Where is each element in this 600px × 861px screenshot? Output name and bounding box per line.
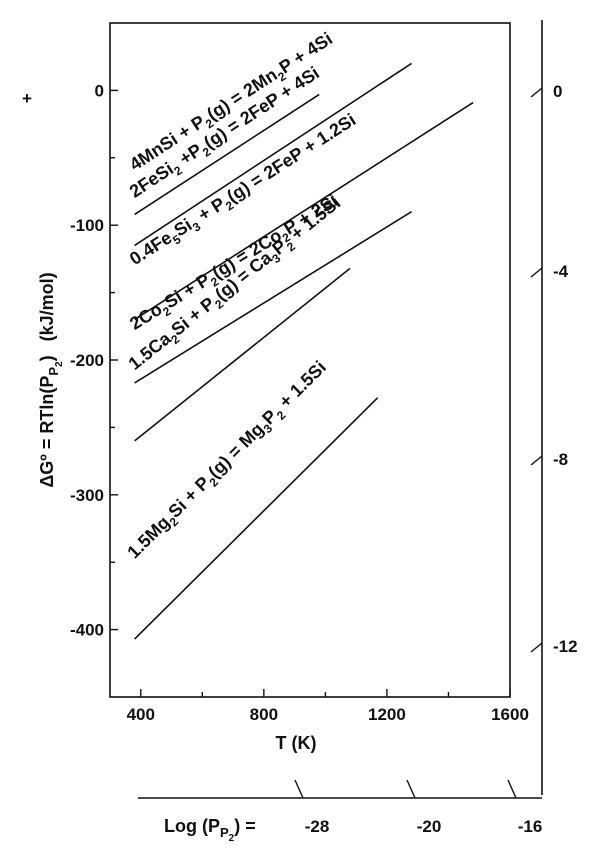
series-label-part: + 1.5Si bbox=[272, 357, 330, 415]
right-axis: 0 -4 -8 -12 bbox=[530, 20, 578, 795]
bottom-axis-title: Log (PP2) = bbox=[164, 816, 256, 844]
bottom-tick bbox=[507, 779, 517, 799]
series-label-part: 1.5Ca bbox=[125, 328, 176, 374]
y-tick-label: -200 bbox=[70, 351, 104, 370]
series-label-2: 2FeSi2 +P2(g) = 2FeP + 4Si bbox=[126, 63, 325, 205]
y-axis-title-sub1: P bbox=[46, 367, 61, 376]
right-tick bbox=[530, 455, 543, 466]
x-axis-title: T (K) bbox=[276, 733, 317, 753]
bottom-tick-label: -16 bbox=[518, 817, 543, 836]
bottom-axis: -28 -20 -16 bbox=[138, 779, 543, 836]
series-layer bbox=[134, 62, 474, 640]
y-axis: 0 -100 -200 -300 -400 bbox=[70, 81, 118, 640]
series-label-part: 0.4Fe bbox=[126, 227, 176, 269]
bottom-axis-title-main: Log (P bbox=[164, 816, 220, 836]
series-line-4 bbox=[134, 211, 412, 384]
y-tick-label: 0 bbox=[95, 81, 104, 100]
y-tick-label: -300 bbox=[70, 486, 104, 505]
series-label-part: (g) = Mg bbox=[204, 419, 267, 482]
y-axis-title-close: ) bbox=[37, 355, 57, 361]
series-line-1 bbox=[134, 93, 320, 216]
x-tick-label: 1600 bbox=[491, 705, 529, 724]
x-tick-label: 1200 bbox=[368, 705, 406, 724]
right-tick-label: -8 bbox=[553, 450, 568, 469]
y-axis-title-sub2: 2 bbox=[54, 361, 65, 367]
right-tick-label: 0 bbox=[553, 82, 562, 101]
series-label-5: 1.5Ca2Si + P2(g) = Ca3P2 + 1.5Si bbox=[125, 192, 347, 377]
series-line-2 bbox=[134, 62, 412, 247]
right-tick bbox=[530, 642, 543, 653]
y-tick-label: -100 bbox=[70, 216, 104, 235]
y-tick-label: -400 bbox=[70, 621, 104, 640]
right-tick bbox=[530, 87, 543, 98]
bottom-axis-title-sub1: P bbox=[220, 825, 229, 840]
sign-marker: + bbox=[22, 89, 32, 108]
series-line-5 bbox=[134, 267, 351, 442]
bottom-tick bbox=[406, 779, 416, 799]
bottom-axis-title-sub2: 2 bbox=[229, 833, 235, 844]
plot-frame bbox=[109, 22, 511, 698]
right-tick bbox=[530, 267, 543, 278]
bottom-tick-label: -20 bbox=[417, 817, 442, 836]
right-tick-label: -12 bbox=[553, 637, 578, 656]
right-tick-label: -4 bbox=[553, 262, 569, 281]
y-axis-title-unit: (kJ/mol) bbox=[37, 272, 57, 341]
y-axis-title: ΔGº = RTln(PP2) (kJ/mol) bbox=[37, 272, 65, 487]
series-label-6: 1.5Mg2Si + P2(g) = Mg3P2 + 1.5Si bbox=[123, 357, 332, 565]
series-line-3 bbox=[134, 101, 474, 321]
series-line-6 bbox=[134, 397, 379, 640]
bottom-tick bbox=[294, 779, 304, 799]
bottom-axis-title-close: ) = bbox=[234, 816, 256, 836]
bottom-tick-label: -28 bbox=[305, 817, 330, 836]
x-tick-label: 400 bbox=[127, 705, 155, 724]
y-axis-title-main: ΔGº = RTln(P bbox=[37, 376, 57, 488]
x-axis: 400 800 1200 1600 bbox=[127, 689, 529, 724]
x-tick-label: 800 bbox=[250, 705, 278, 724]
